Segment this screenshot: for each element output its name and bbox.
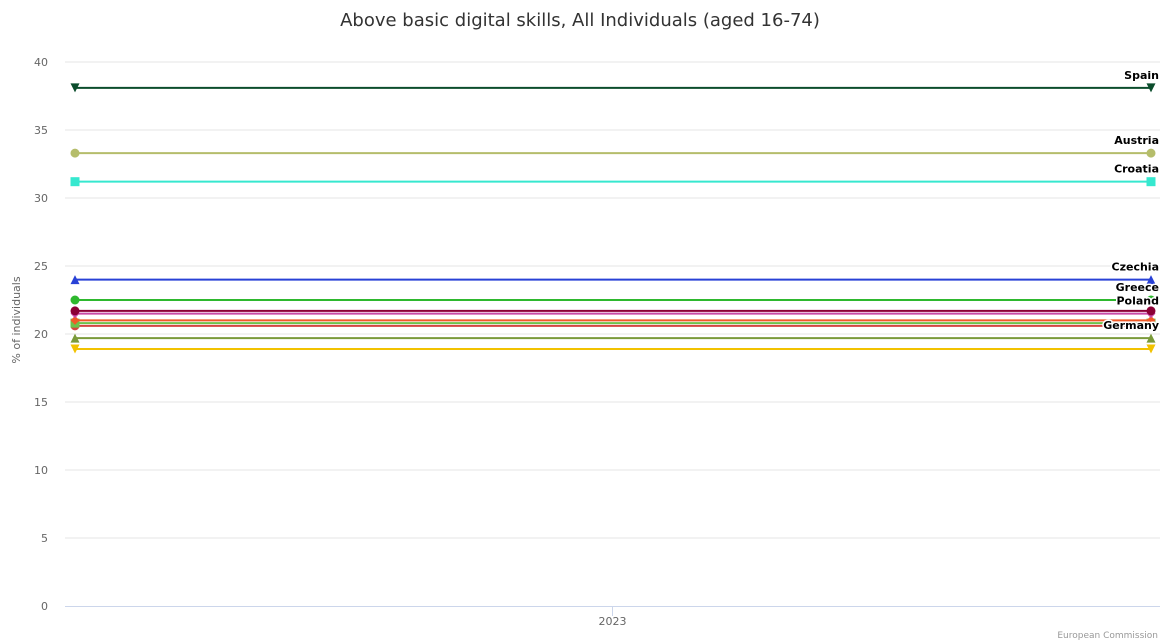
series-label: Spain (1124, 69, 1159, 82)
data-point[interactable] (70, 177, 80, 187)
y-tick-label: 35 (34, 124, 48, 137)
chart-credit[interactable]: European Commission (1057, 631, 1158, 641)
data-point[interactable] (70, 315, 80, 325)
series[interactable] (70, 177, 1156, 187)
data-point[interactable] (1146, 177, 1156, 187)
series-label: Czechia (1112, 261, 1159, 274)
y-tick-label: 0 (41, 600, 48, 613)
y-tick-label: 10 (34, 464, 48, 477)
series[interactable] (70, 148, 1156, 158)
data-point[interactable] (70, 295, 80, 305)
data-point[interactable] (70, 148, 80, 158)
data-point[interactable] (1146, 315, 1156, 325)
y-tick-label: 30 (34, 192, 48, 205)
series[interactable] (70, 315, 1156, 325)
gridlines (65, 61, 1160, 539)
data-point[interactable] (1146, 148, 1156, 158)
data-point[interactable] (1146, 275, 1156, 285)
data-point[interactable] (1146, 333, 1156, 343)
y-tick-label: 25 (34, 260, 48, 273)
data-point[interactable] (70, 306, 80, 316)
series-label: Greece (1116, 281, 1159, 294)
data-point[interactable] (70, 83, 80, 93)
series[interactable] (70, 275, 1156, 285)
series[interactable] (70, 344, 1156, 354)
y-tick-label: 20 (34, 328, 48, 341)
x-tick-label: 2023 (599, 615, 627, 628)
data-point[interactable] (70, 333, 80, 343)
data-point[interactable] (1146, 83, 1156, 93)
data-point[interactable] (70, 344, 80, 354)
y-tick-label: 40 (34, 56, 48, 69)
series[interactable] (70, 333, 1156, 343)
y-tick-label: 5 (41, 532, 48, 545)
data-point[interactable] (1146, 306, 1156, 316)
y-tick-label: 15 (34, 396, 48, 409)
series[interactable] (70, 83, 1156, 93)
data-point[interactable] (1146, 295, 1156, 305)
series[interactable] (70, 295, 1156, 305)
series-label: Croatia (1114, 163, 1159, 176)
chart-title: Above basic digital skills, All Individu… (340, 10, 820, 31)
data-point[interactable] (1146, 344, 1156, 354)
series[interactable] (70, 306, 1156, 316)
data-point[interactable] (70, 275, 80, 285)
series-label: Germany (1103, 319, 1159, 332)
series-label: Poland (1116, 295, 1159, 308)
series-label: Austria (1114, 134, 1159, 147)
y-axis-label: % of individuals (10, 276, 23, 363)
